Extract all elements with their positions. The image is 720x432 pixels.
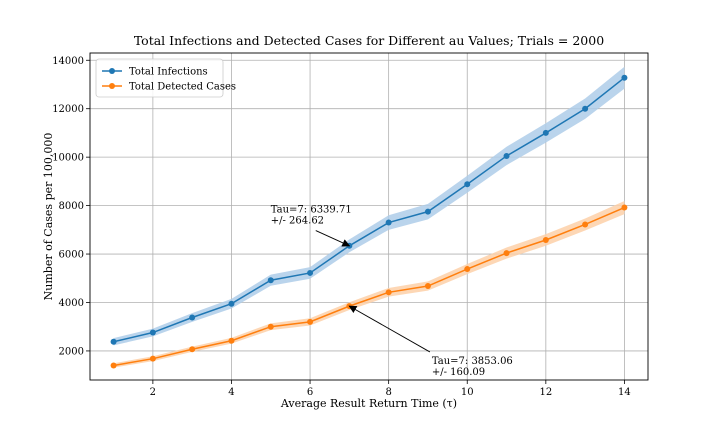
series-1-point [110,362,117,369]
legend-1-marker [109,83,115,89]
series-1-band [113,200,625,368]
confidence-bands [113,66,625,368]
series-1-line [113,206,625,367]
legend-1-label: Total Detected Cases [129,82,236,93]
series-1-point [267,323,274,330]
series-1-point [149,355,156,362]
series-0-point [464,181,471,188]
x-tick-label: 4 [228,387,234,398]
series-0-point [189,314,196,321]
series-1-point [424,283,431,290]
annotation-0-error: +/- 264.62 [271,216,324,227]
series-0-point [385,219,392,226]
series-1-point [307,318,314,325]
series-0-point [503,152,510,159]
series-1-point [542,236,549,243]
series-0-point [621,74,628,81]
axis-ticks: 2 4 6 8 10 12 14 2000 4000 6000 8000 10000 12000 1400… [52,56,631,398]
series-0-point [542,129,549,136]
chart-title: Total Infections and Detected Cases for … [134,33,604,48]
series-0-point [110,338,117,345]
y-axis-label: Number of Cases per 100,000 [42,133,55,301]
series-0-point [267,277,274,284]
x-tick-label: 6 [307,387,313,398]
x-tick-label: 2 [150,387,156,398]
x-tick-label: 14 [618,387,631,398]
y-tick-label: 10000 [52,153,84,164]
series-1-point [621,204,628,211]
series-0-line [113,77,625,343]
legend-box [95,58,224,98]
annotation-0-value: Tau=7: 6339.71 [271,205,352,216]
annotation-0-arrow [315,230,351,247]
legend: Total Infections Total Detected Cases [95,58,236,98]
y-tick-label: 4000 [59,298,84,309]
series-1-point [228,337,235,344]
series-1-point [582,221,589,228]
series-lines [113,77,625,367]
series-0-point [228,300,235,307]
y-tick-label: 6000 [59,250,84,261]
annotation-1-error: +/- 160.09 [432,367,485,378]
legend-0-marker [109,68,115,74]
y-tick-label: 12000 [52,104,84,115]
plot-frame [89,52,649,381]
series-1-point [503,250,510,257]
series-0-point [424,208,431,215]
legend-0-label: Total Infections [129,67,208,78]
series-1-point [385,289,392,296]
series-0-point [307,269,314,276]
series-0-point [149,329,156,336]
annotation-1-arrow [348,305,431,353]
series-0-point [582,105,589,112]
y-tick-label: 2000 [59,346,84,357]
grid-layer [90,53,648,380]
series-1-point [464,266,471,273]
y-tick-label: 8000 [59,201,84,212]
x-axis-label: Average Result Return Time (τ) [280,397,457,410]
x-tick-label: 8 [385,387,391,398]
annotation-1-value: Tau=7: 3853.06 [432,356,513,367]
x-tick-label: 12 [539,387,552,398]
series-points [110,74,628,369]
y-tick-label: 14000 [52,56,84,67]
series-1-point [189,346,196,353]
x-tick-label: 10 [461,387,474,398]
annotations: Tau=7: 6339.71+/- 264.62 Tau=7: 3853.06+/… [271,205,513,378]
